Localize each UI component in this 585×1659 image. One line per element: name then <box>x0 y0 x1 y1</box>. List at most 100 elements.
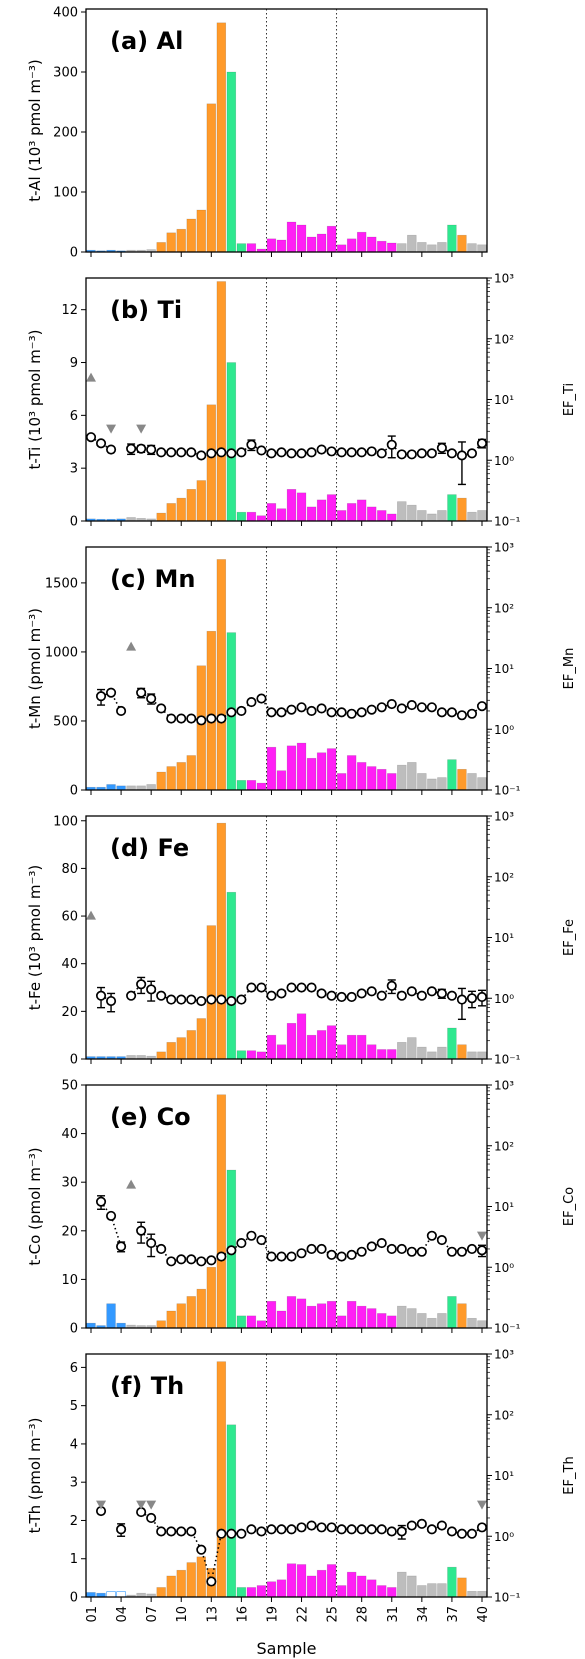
bar <box>356 1305 367 1329</box>
ef-point <box>416 702 427 713</box>
bar <box>226 891 237 1060</box>
y-tick-label: 100 <box>53 186 78 201</box>
ef-point <box>346 1524 357 1535</box>
ef-point <box>226 707 237 718</box>
ef-point <box>276 988 287 999</box>
ef-point <box>326 1249 337 1260</box>
plot-frame <box>85 8 488 253</box>
bar <box>166 503 176 522</box>
bar <box>366 1579 377 1598</box>
bar <box>427 1317 437 1329</box>
ef-tick-label: 10³ <box>494 272 514 286</box>
ef-point <box>316 444 327 455</box>
bar <box>186 1562 196 1598</box>
ef-point <box>456 1528 467 1539</box>
bar <box>106 1591 116 1598</box>
y-tick-label: 2 <box>70 1514 78 1529</box>
ef-point <box>476 438 488 449</box>
ef-point <box>356 988 367 999</box>
bar <box>346 755 357 791</box>
ef-point <box>306 982 317 993</box>
bar <box>407 1308 417 1329</box>
bar <box>457 1577 467 1598</box>
bar <box>366 1308 377 1329</box>
ef-point <box>126 990 137 1001</box>
missing-marker <box>136 1500 147 1510</box>
bar <box>387 1315 397 1329</box>
bar <box>206 1266 217 1329</box>
ef-point <box>136 443 147 454</box>
ef-tick-label: 10¹ <box>494 1469 514 1483</box>
bar <box>246 511 257 522</box>
ef-point <box>426 448 437 459</box>
bar <box>296 742 307 791</box>
ef-point <box>146 444 157 455</box>
bar <box>306 1575 317 1598</box>
bar <box>176 1037 186 1060</box>
bar <box>156 512 166 522</box>
panel-label: (f) Th <box>110 1372 184 1400</box>
ef-point <box>186 447 197 458</box>
ef-point <box>146 984 157 995</box>
bar <box>447 1566 457 1598</box>
ef-point <box>296 702 307 713</box>
bar <box>196 1288 206 1329</box>
ef-point <box>446 990 457 1001</box>
x-tick-label: 34 <box>416 1606 431 1623</box>
bar <box>457 234 467 253</box>
y-tick-label: 80 <box>61 862 78 877</box>
bar <box>216 822 227 1060</box>
bar <box>397 1571 407 1598</box>
bar <box>477 1590 487 1598</box>
bar <box>316 1569 327 1598</box>
bar <box>236 511 247 522</box>
ef-point <box>416 448 427 459</box>
bar <box>407 504 417 522</box>
ef-point <box>146 693 157 704</box>
ef-axis-label: EF_Th <box>562 1456 577 1494</box>
ef-point <box>226 995 237 1007</box>
ef-point <box>416 990 427 1001</box>
ef-point <box>286 1251 297 1262</box>
bar <box>286 489 297 522</box>
ef-point <box>236 1238 247 1249</box>
plot-frame <box>85 277 488 522</box>
y-tick-label: 0 <box>70 246 78 261</box>
panel-0: 0 100 200 300 400 (a) Al t-Al (10³ pmol m⁻³) <box>26 6 488 261</box>
y-axis-label: t-Mn (pmol m⁻³) <box>26 608 44 729</box>
bar <box>447 1027 457 1060</box>
x-tick-label: 37 <box>446 1606 461 1623</box>
ef-point <box>256 982 267 993</box>
ef-point <box>446 1526 457 1537</box>
ef-point <box>256 1526 267 1537</box>
bar <box>286 1022 297 1060</box>
ef-point <box>476 1522 488 1533</box>
ef-point <box>106 1210 117 1221</box>
y-axis-label: t-Ti (10³ pmol m⁻³) <box>26 330 44 470</box>
bar <box>86 1592 96 1598</box>
bar <box>206 103 217 253</box>
ef-point <box>246 697 257 708</box>
bar <box>366 506 377 522</box>
ef-axis-label: EF_Co <box>562 1187 577 1226</box>
ef-point <box>196 1256 207 1267</box>
ef-point <box>196 995 207 1007</box>
ef-point <box>266 1524 277 1535</box>
bar <box>457 768 467 791</box>
bar <box>186 489 196 522</box>
bar <box>447 494 457 522</box>
bar <box>377 768 387 791</box>
ef-point <box>196 450 207 461</box>
ef-point <box>406 1520 417 1531</box>
ef-point <box>396 449 407 460</box>
bar <box>397 1305 407 1329</box>
bar <box>236 1587 247 1598</box>
bar <box>417 1313 427 1329</box>
bar <box>196 1018 206 1060</box>
ef-point <box>326 446 337 457</box>
bar <box>336 510 347 522</box>
ef-tick-label: 10⁻¹ <box>494 1322 521 1336</box>
y-axis-label: t-Fe (10³ pmol m⁻³) <box>26 865 44 1010</box>
bar <box>457 1044 467 1060</box>
